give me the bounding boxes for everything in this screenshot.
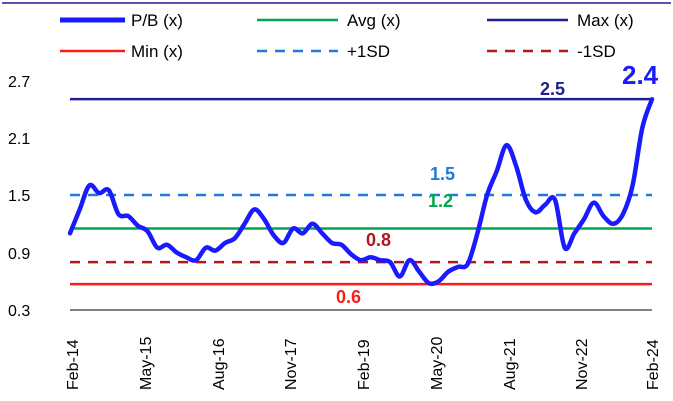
annotations: 2.5 1.5 1.2 0.8 0.6 2.4 — [336, 60, 659, 307]
legend-item-min: Min (x) — [60, 42, 183, 61]
x-tick-label: Aug-21 — [502, 338, 519, 390]
plot-area — [67, 96, 655, 311]
x-tick-label: Nov-22 — [574, 338, 591, 390]
max-annotation: 2.5 — [540, 79, 565, 99]
y-tick-label: 0.3 — [8, 303, 30, 320]
pb-series-line — [67, 96, 655, 287]
x-axis-ticks: Feb-14 May-15 Aug-16 Nov-17 Feb-19 May-2… — [65, 337, 662, 390]
x-tick-label: May-15 — [138, 337, 155, 390]
legend-label-plus1sd: +1SD — [347, 42, 390, 61]
min-annotation: 0.6 — [336, 287, 361, 307]
plus1sd-annotation: 1.5 — [430, 164, 455, 184]
legend: P/B (x) Avg (x) Max (x) Min (x) +1SD -1S… — [60, 11, 634, 61]
legend-item-minus1sd: -1SD — [487, 42, 616, 61]
x-tick-label: Feb-24 — [645, 339, 662, 390]
x-tick-label: Aug-16 — [211, 338, 228, 390]
legend-label-min: Min (x) — [131, 42, 183, 61]
x-tick-label: Nov-17 — [283, 338, 300, 390]
legend-label-pb: P/B (x) — [131, 11, 183, 30]
y-tick-label: 1.5 — [8, 188, 30, 205]
y-tick-label: 2.1 — [8, 131, 30, 148]
legend-label-minus1sd: -1SD — [577, 42, 616, 61]
x-tick-label: Feb-19 — [356, 339, 373, 390]
y-tick-label: 0.9 — [8, 246, 30, 263]
minus1sd-annotation: 0.8 — [366, 230, 391, 250]
y-tick-label: 2.7 — [8, 74, 30, 91]
legend-item-max: Max (x) — [487, 11, 634, 30]
x-tick-label: Feb-14 — [65, 339, 82, 390]
legend-label-avg: Avg (x) — [347, 11, 401, 30]
legend-item-pb: P/B (x) — [60, 11, 183, 30]
y-axis-ticks: 0.3 0.9 1.5 2.1 2.7 — [8, 74, 30, 320]
legend-item-avg: Avg (x) — [257, 11, 401, 30]
legend-item-plus1sd: +1SD — [257, 42, 390, 61]
legend-label-max: Max (x) — [577, 11, 634, 30]
latest-value-annotation: 2.4 — [622, 60, 659, 90]
x-tick-label: May-20 — [429, 337, 446, 390]
avg-annotation: 1.2 — [428, 191, 453, 211]
